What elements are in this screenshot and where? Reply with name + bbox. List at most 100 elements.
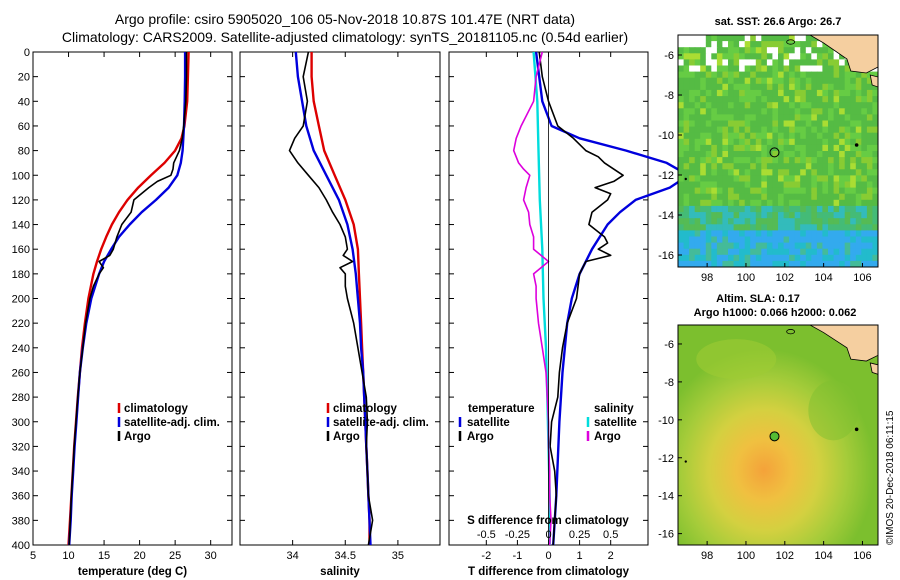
sst-pixel <box>828 77 835 85</box>
sst-pixel <box>716 151 724 158</box>
sst-pixel <box>839 77 846 85</box>
sst-pixel <box>694 187 701 195</box>
sst-pixel <box>705 205 712 213</box>
sst-pixel <box>828 114 835 122</box>
sst-pixel <box>816 132 824 140</box>
x-tick-label: 20 <box>133 550 145 562</box>
map-y-tick-label: -8 <box>664 377 674 389</box>
sst-pixel <box>683 120 690 128</box>
sst-pixel <box>800 41 807 48</box>
sst-pixel <box>844 163 851 170</box>
sst-pixel <box>794 59 801 67</box>
sst-pixel <box>794 47 801 54</box>
sst-pixel <box>822 230 829 238</box>
sst-pixel <box>683 114 690 122</box>
sst-pixel <box>833 193 840 201</box>
sst-pixel <box>783 53 790 60</box>
sst-pixel <box>678 102 685 109</box>
sst-pixel <box>761 205 768 213</box>
sst-pixel <box>683 138 690 146</box>
sst-pixel <box>822 132 829 140</box>
sst-pixel <box>750 41 757 48</box>
sst-pixel <box>861 83 868 91</box>
sst-pixel <box>833 260 840 267</box>
sst-pixel <box>855 151 862 158</box>
sst-pixel <box>683 260 690 267</box>
sst-pixel <box>800 181 807 189</box>
sst-pixel <box>711 83 718 91</box>
sst-pixel <box>716 236 724 244</box>
sst-pixel <box>700 157 707 164</box>
sst-pixel <box>811 199 818 207</box>
sst-pixel <box>805 242 812 250</box>
secondary-tick-label: 0.5 <box>603 529 618 541</box>
sst-pixel <box>716 35 724 42</box>
sst-pixel <box>828 169 835 176</box>
x-tick-label: 34.5 <box>335 550 356 562</box>
sst-pixel <box>816 175 824 183</box>
sst-pixel <box>694 181 701 189</box>
sst-pixel <box>855 96 862 103</box>
sst-pixel <box>744 175 751 183</box>
sst-pixel <box>833 144 840 152</box>
sst-pixel <box>866 254 874 262</box>
sst-pixel <box>850 248 857 256</box>
sst-pixel <box>711 224 718 231</box>
sst-pixel <box>872 163 878 170</box>
sst-pixel <box>755 260 762 267</box>
sst-pixel <box>828 47 835 54</box>
sst-pixel <box>722 151 729 158</box>
y-tick-label: 260 <box>12 367 30 379</box>
sst-pixel <box>800 157 807 164</box>
sst-pixel <box>716 242 724 250</box>
sst-pixel <box>794 199 801 207</box>
sst-pixel <box>772 47 779 54</box>
sst-pixel <box>728 236 735 244</box>
sst-pixel <box>722 144 729 152</box>
sst-pixel <box>861 254 868 262</box>
sst-pixel <box>794 242 801 250</box>
map-x-tick-label: 106 <box>853 272 871 284</box>
sst-pixel <box>811 163 818 170</box>
sst-pixel <box>755 157 762 164</box>
sst-pixel <box>694 254 701 262</box>
sst-pixel <box>772 175 779 183</box>
sst-pixel <box>750 138 757 146</box>
land-mass <box>809 325 878 362</box>
sst-pixel <box>694 199 701 207</box>
sst-pixel <box>778 35 785 42</box>
x-tick-label: -1 <box>513 550 523 562</box>
sst-pixel <box>805 89 812 97</box>
panel-frame <box>32 51 233 546</box>
sst-pixel <box>822 144 829 152</box>
sst-pixel <box>683 242 690 250</box>
sst-pixel <box>700 224 707 231</box>
sst-pixel <box>866 132 874 140</box>
y-tick-label: 240 <box>12 343 30 355</box>
sst-pixel <box>828 120 835 128</box>
sst-pixel <box>778 114 785 122</box>
x-tick-label: 35 <box>392 550 404 562</box>
sst-pixel <box>716 108 724 115</box>
sst-pixel <box>711 120 718 128</box>
sst-pixel <box>705 187 712 195</box>
sst-pixel <box>728 59 735 67</box>
sst-pixel <box>739 163 746 170</box>
sst-pixel <box>761 260 768 267</box>
sst-pixel <box>783 242 790 250</box>
sst-pixel <box>766 157 774 164</box>
series-line-argo <box>68 52 188 546</box>
sst-pixel <box>866 157 874 164</box>
sst-pixel <box>778 77 785 85</box>
sst-pixel <box>678 144 685 152</box>
sst-pixel <box>744 236 751 244</box>
sst-pixel <box>778 254 785 262</box>
sst-pixel <box>700 181 707 189</box>
sst-pixel <box>789 114 796 122</box>
sst-pixel <box>733 218 740 225</box>
sst-pixel <box>711 163 718 170</box>
sst-pixel <box>861 224 868 231</box>
sst-pixel <box>772 169 779 176</box>
sst-pixel <box>744 230 751 238</box>
sst-pixel <box>733 144 740 152</box>
